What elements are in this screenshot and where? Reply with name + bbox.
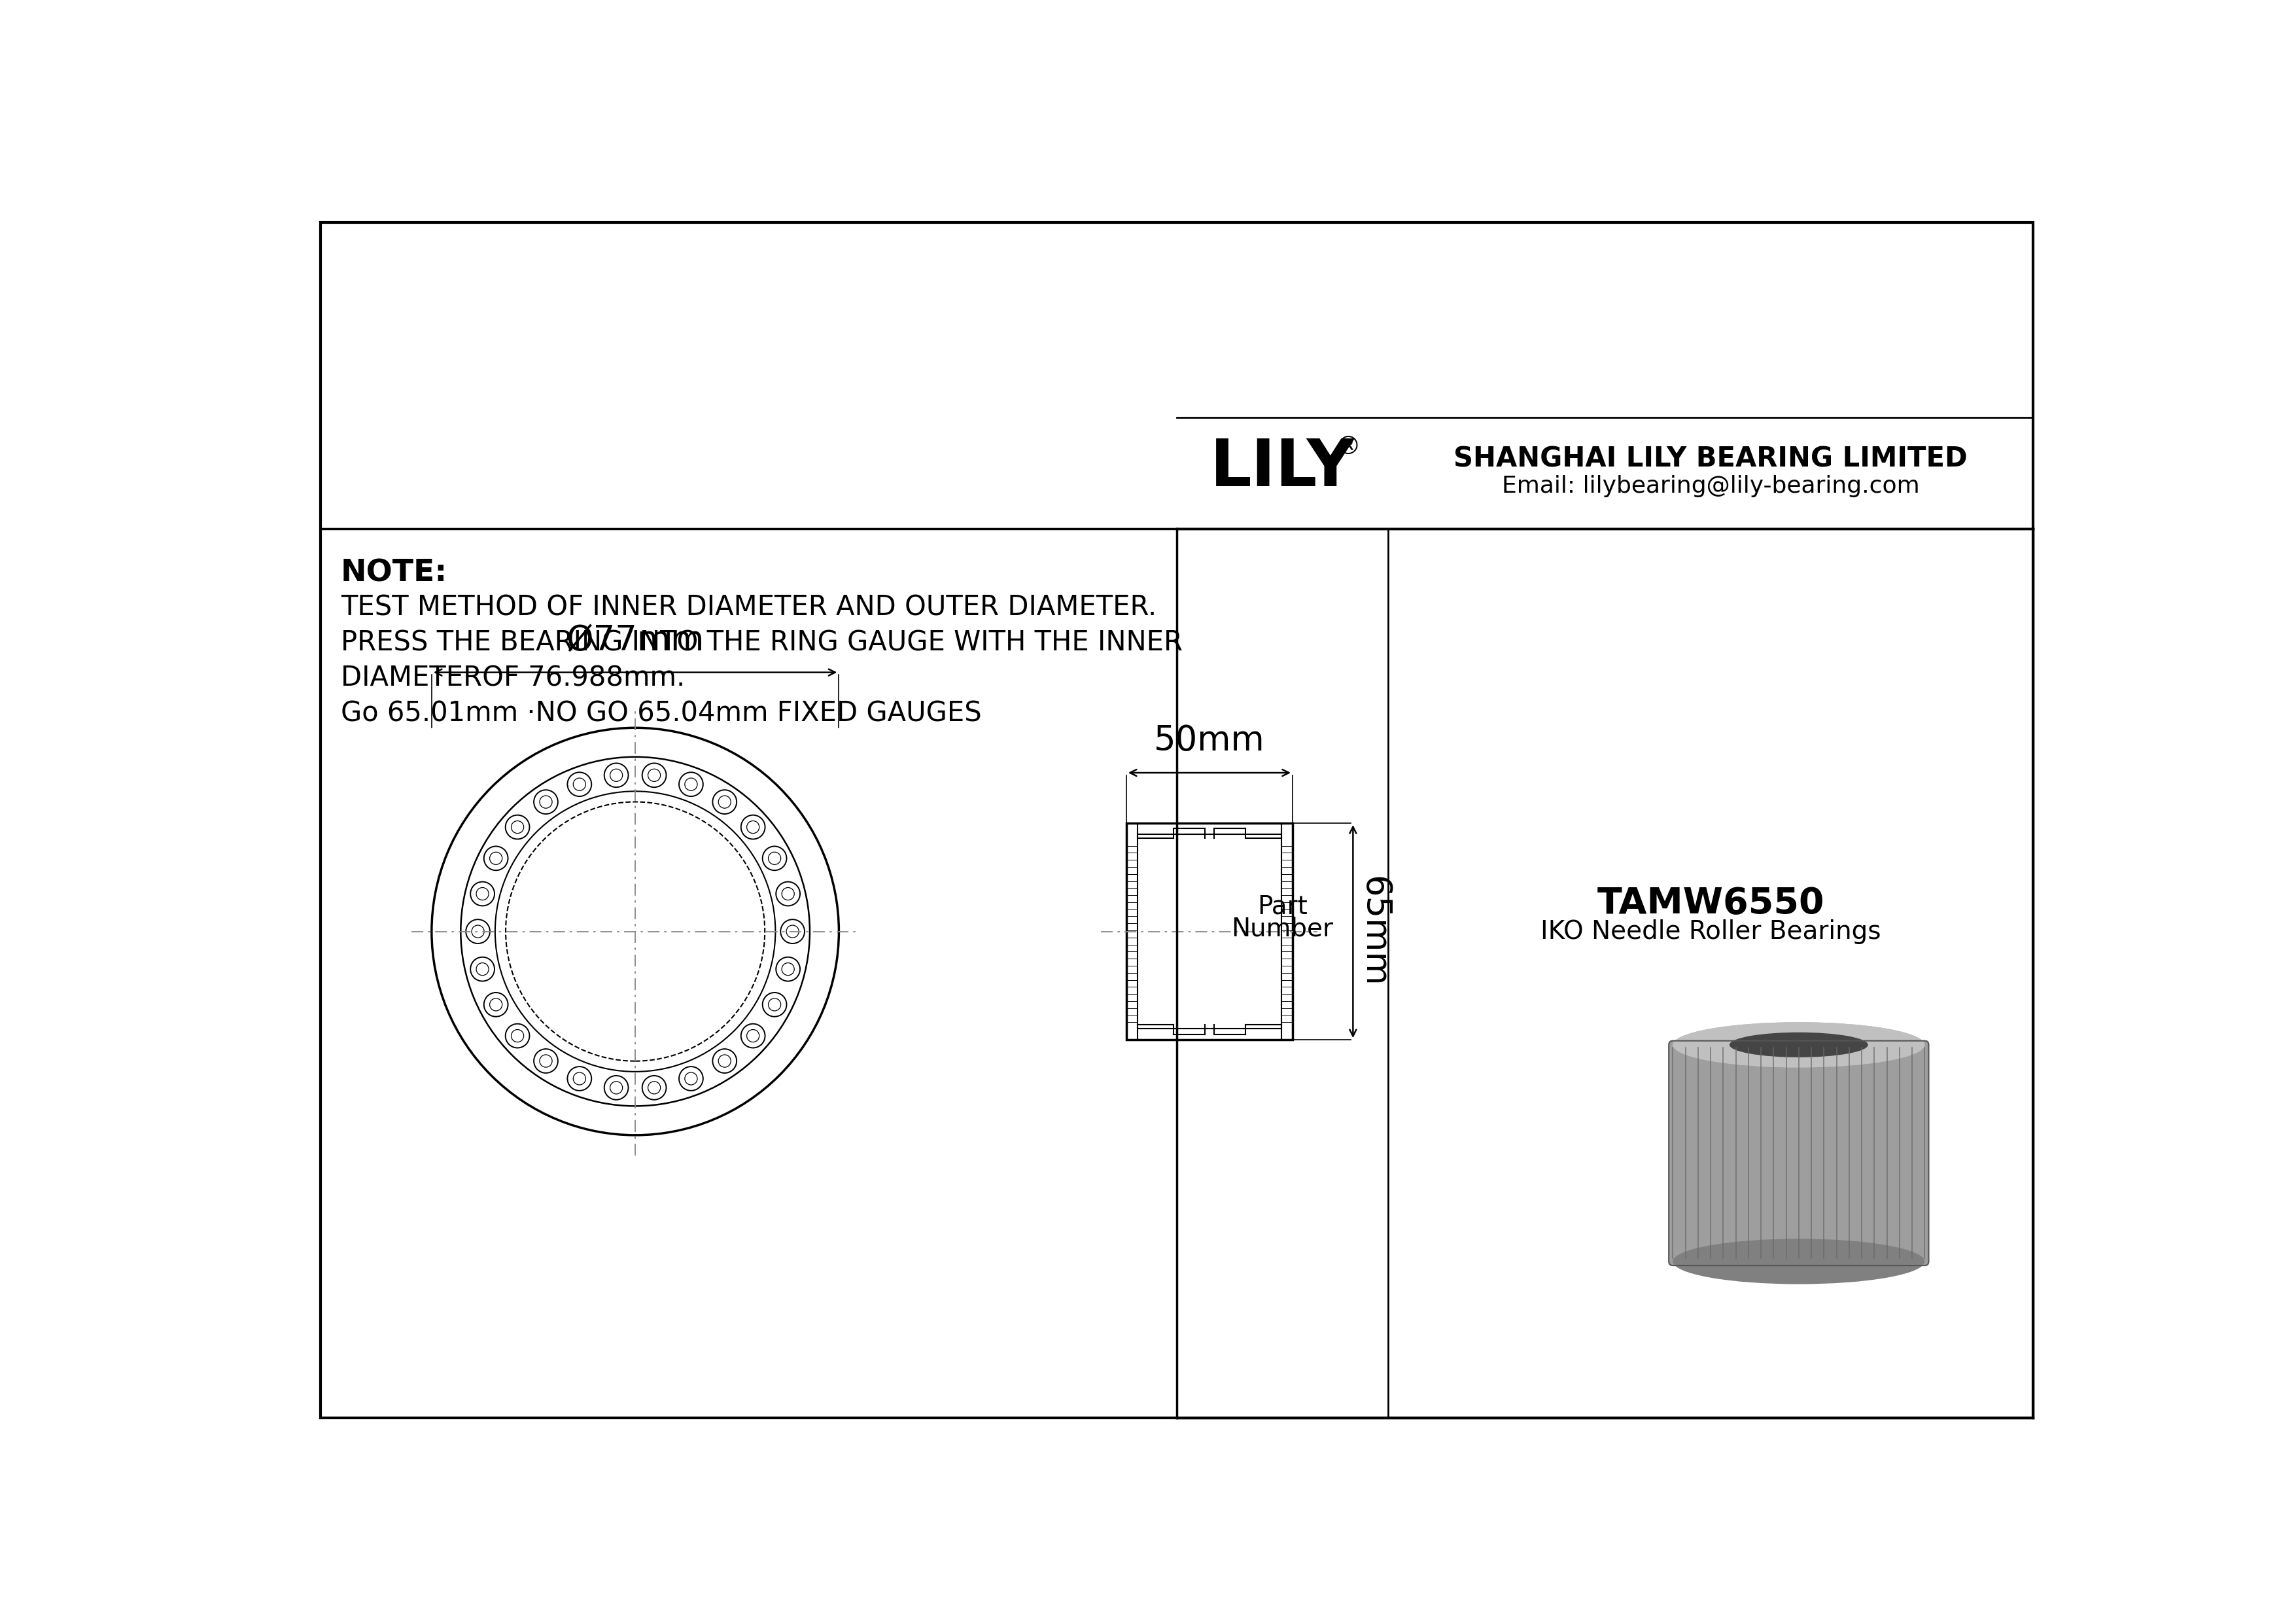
Ellipse shape [1729, 1033, 1869, 1057]
Ellipse shape [1674, 1239, 1924, 1285]
Text: 65mm: 65mm [1357, 875, 1391, 987]
FancyBboxPatch shape [1669, 1041, 1929, 1265]
Text: Email: lilybearing@lily-bearing.com: Email: lilybearing@lily-bearing.com [1502, 474, 1919, 497]
Text: 50mm: 50mm [1155, 724, 1265, 758]
Ellipse shape [1674, 1021, 1924, 1067]
Bar [1127, 823, 1293, 1039]
Ellipse shape [1729, 1033, 1869, 1057]
Text: LILY: LILY [1210, 437, 1355, 500]
Text: ®: ® [1336, 434, 1362, 460]
Text: TAMW6550: TAMW6550 [1598, 885, 1825, 921]
Ellipse shape [1674, 1021, 1924, 1067]
Bar [1137, 835, 1281, 1028]
Text: IKO Needle Roller Bearings: IKO Needle Roller Bearings [1541, 919, 1880, 944]
Text: Part: Part [1258, 895, 1309, 919]
Text: Go 65.01mm ·NO GO 65.04mm FIXED GAUGES: Go 65.01mm ·NO GO 65.04mm FIXED GAUGES [340, 700, 980, 728]
Text: Ø77mm: Ø77mm [567, 624, 705, 658]
Text: Number: Number [1231, 916, 1334, 942]
Text: PRESS THE BEARING INTO THE RING GAUGE WITH THE INNER: PRESS THE BEARING INTO THE RING GAUGE WI… [340, 628, 1182, 656]
Text: SHANGHAI LILY BEARING LIMITED: SHANGHAI LILY BEARING LIMITED [1453, 445, 1968, 473]
Text: DIAMETEROF 76.988mm.: DIAMETEROF 76.988mm. [340, 664, 684, 692]
Text: TEST METHOD OF INNER DIAMETER AND OUTER DIAMETER.: TEST METHOD OF INNER DIAMETER AND OUTER … [340, 594, 1157, 622]
Text: NOTE:: NOTE: [340, 559, 448, 588]
